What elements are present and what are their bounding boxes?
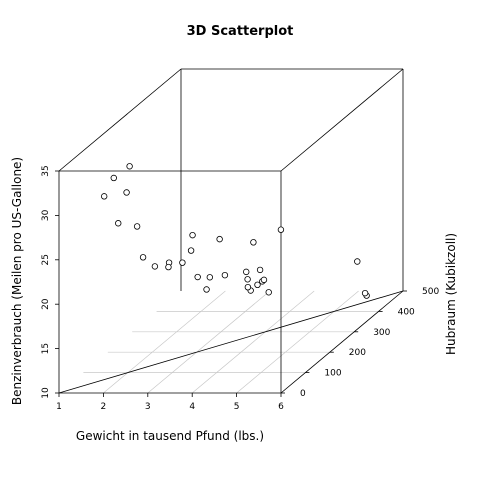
z-tick-label: 100 [324,369,341,379]
chart-title: 3D Scatterplot [187,24,294,39]
floor-grid [83,290,379,394]
data-point [133,223,141,230]
data-point [244,276,251,283]
box-edge [58,68,182,172]
y-axis-ticks: 10 15 20 25 30 35 [41,165,59,399]
data-point [216,235,223,243]
z-axis-label: Hubraum (Kubikzoll) [444,233,458,355]
data-point [123,189,130,196]
data-point [254,281,261,289]
data-point [243,268,250,276]
data-point [250,239,257,246]
y-tick-label: 15 [41,343,51,354]
y-axis-label: Benzinverbrauch (Meilen pro US-Gallone) [10,157,24,405]
y-tick-label: 30 [41,209,51,221]
z-axis-ticks: 0 100 200 300 400 500 [281,287,439,399]
data-point [194,273,201,281]
box-frame [58,68,404,394]
data-point [179,259,186,266]
data-point [260,276,268,284]
data-point [115,220,122,227]
x-axis-label: Gewicht in tausend Pfund (lbs.) [76,429,264,443]
data-point [187,247,195,254]
z-tick-label: 0 [300,389,306,399]
floor-grid-line [191,290,315,394]
data-point [265,289,272,296]
x-tick-label: 3 [145,402,151,412]
data-point [361,289,369,297]
y-tick-label: 35 [41,165,51,176]
data-point [256,266,264,274]
data-points [100,163,370,299]
z-tick-label: 500 [422,287,439,297]
data-point [354,258,361,265]
y-tick-label: 25 [41,254,51,265]
data-point [203,286,210,293]
data-point [189,231,196,239]
data-point [221,271,229,279]
data-point [244,283,252,291]
data-point [165,263,172,271]
x-axis-ticks: 1 2 3 4 5 6 [56,393,284,412]
data-point [206,274,214,281]
y-tick-label: 10 [41,387,51,399]
data-point [100,193,108,200]
x-tick-label: 1 [56,402,62,412]
data-point [139,254,147,261]
z-tick-label: 400 [398,307,415,317]
box-edge [280,68,404,172]
data-point [126,163,133,170]
z-tick-label: 200 [349,348,366,358]
data-point [110,174,117,182]
x-tick-label: 4 [189,402,195,412]
data-point [277,226,285,233]
floor-grid-line [236,290,359,394]
floor-grid-line [103,290,226,394]
box-edge [280,290,404,394]
y-tick-label: 20 [41,298,51,310]
z-tick-label: 300 [373,328,390,338]
x-tick-label: 5 [234,402,240,412]
x-tick-label: 2 [101,402,107,412]
data-point [151,263,159,270]
x-tick-label: 6 [278,402,284,412]
box-edge [58,290,404,394]
floor-grid-line [147,290,271,394]
